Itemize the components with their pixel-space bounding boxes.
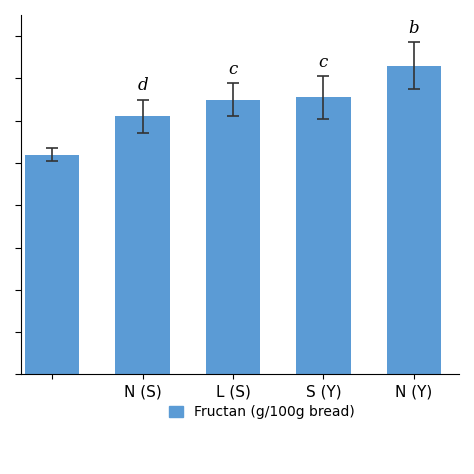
Bar bbox=[296, 98, 350, 374]
Text: d: d bbox=[137, 77, 148, 94]
Text: b: b bbox=[409, 20, 419, 37]
Text: c: c bbox=[228, 61, 237, 78]
Legend: Fructan (g/100g bread): Fructan (g/100g bread) bbox=[163, 400, 360, 425]
Bar bbox=[116, 117, 170, 374]
Bar bbox=[206, 100, 260, 374]
Text: c: c bbox=[319, 54, 328, 71]
Bar bbox=[25, 155, 79, 374]
Bar bbox=[387, 66, 441, 374]
